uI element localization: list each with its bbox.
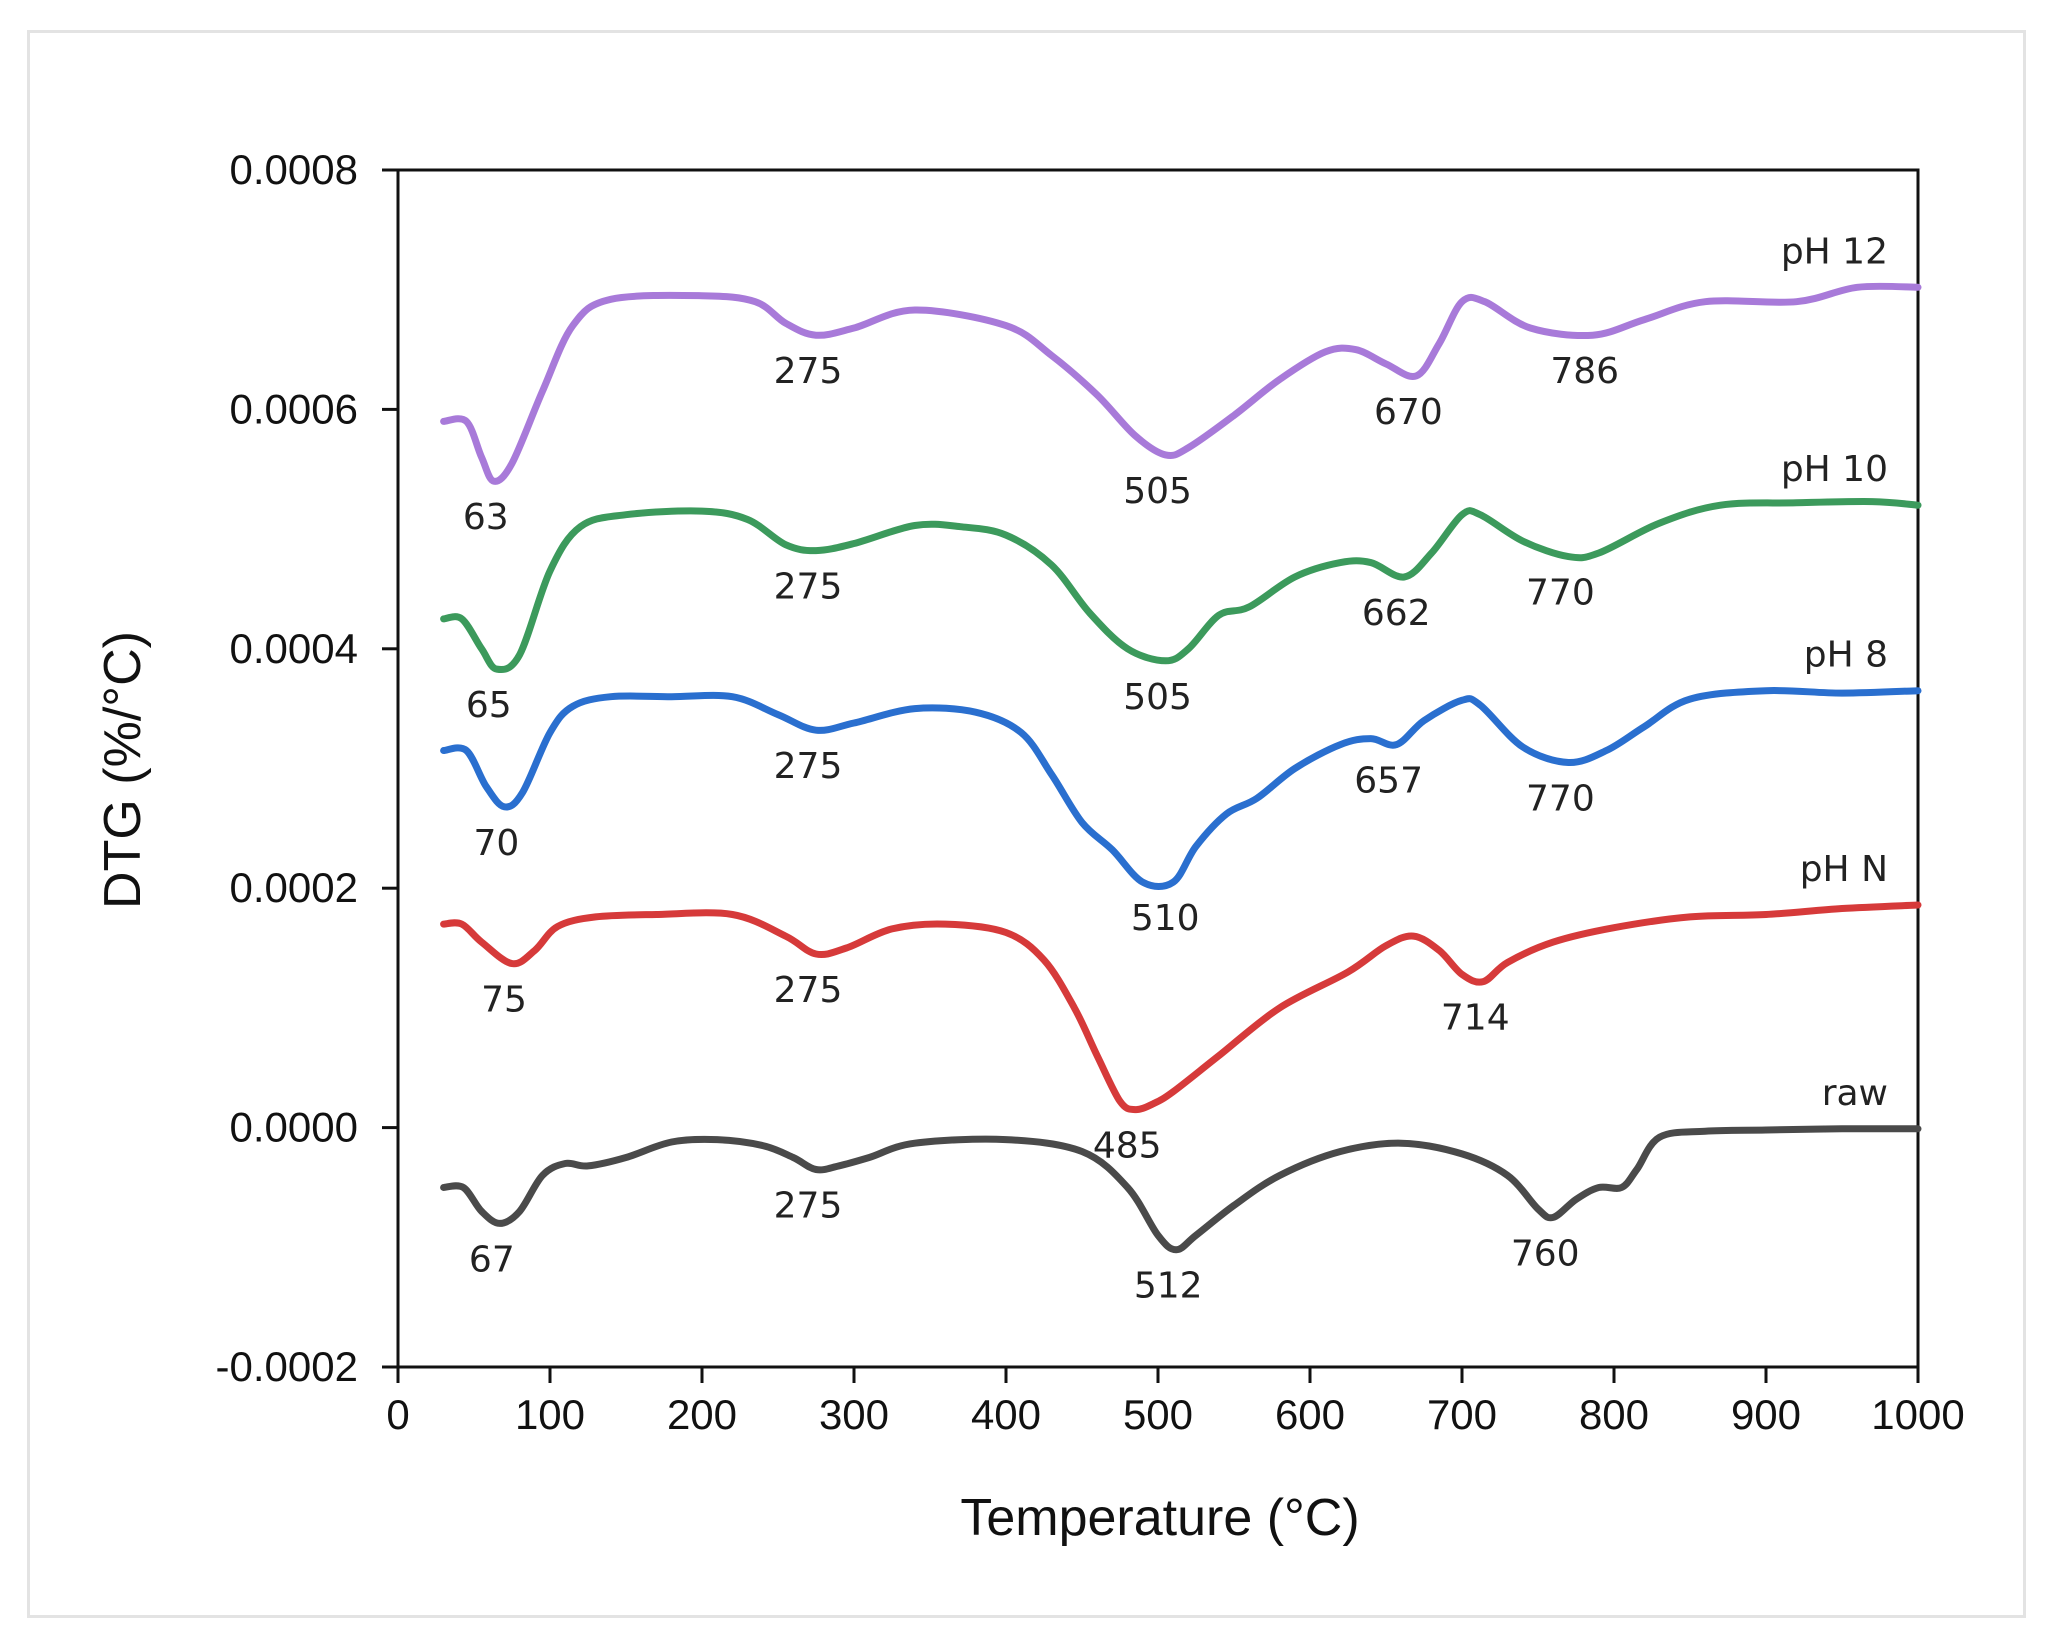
x-axis-ticks: 0 100 200 300 400 500 600 700 800 900 1000 [386, 1367, 1965, 1438]
peak-label-ph-8: 275 [774, 746, 843, 787]
peak-annotations: 67 275 512 760 75 275 485 714 70 275 510 657 770 65 27… [463, 351, 1619, 1307]
peak-label-ph-n: 75 [481, 980, 527, 1021]
peak-label-ph-8: 770 [1526, 779, 1595, 820]
series-name-ph-12: pH 12 [1781, 231, 1888, 272]
peak-label-ph-8: 70 [473, 823, 519, 864]
peak-label-ph-8: 510 [1131, 898, 1200, 939]
x-tick-label: 100 [515, 1391, 585, 1438]
peak-label-ph-n: 275 [774, 970, 843, 1011]
peak-label-ph-12: 505 [1123, 471, 1192, 512]
series-line-ph-n [440, 901, 1922, 1114]
series-line-ph-10 [440, 498, 1922, 674]
x-tick-label: 200 [667, 1391, 737, 1438]
y-tick-label: 0.0002 [230, 864, 358, 911]
x-tick-label: 900 [1731, 1391, 1801, 1438]
x-tick-label: 400 [971, 1391, 1041, 1438]
series-labels: raw pH N pH 8 pH 10 pH 12 [1781, 231, 1888, 1113]
series-line-ph-8 [440, 687, 1922, 890]
peak-label-ph-10: 505 [1123, 677, 1192, 718]
peak-label-ph-12: 275 [774, 351, 843, 392]
plot-border [396, 168, 1920, 1369]
peak-label-ph-n: 714 [1441, 998, 1510, 1039]
y-tick-label: 0.0000 [230, 1104, 358, 1151]
peak-label-ph-10: 662 [1362, 593, 1431, 634]
x-tick-label: 800 [1579, 1391, 1649, 1438]
peak-label-raw: 275 [774, 1185, 843, 1226]
y-tick-label: 0.0004 [230, 625, 358, 672]
peak-label-ph-12: 670 [1374, 392, 1443, 433]
x-tick-label: 0 [386, 1391, 409, 1438]
series-line-raw [440, 1125, 1922, 1254]
series-name-ph-10: pH 10 [1781, 449, 1888, 490]
peak-label-raw: 67 [469, 1239, 515, 1280]
peak-label-ph-8: 657 [1354, 761, 1423, 802]
figure-frame [27, 30, 2026, 1618]
y-axis-title: DTG (%/°C) [94, 631, 152, 909]
peak-label-ph-10: 770 [1526, 573, 1595, 614]
y-tick-label: 0.0008 [230, 146, 358, 193]
plot-axes [396, 168, 1920, 1369]
peak-label-raw: 512 [1134, 1266, 1203, 1307]
peak-label-ph-12: 786 [1550, 351, 1619, 392]
series-line-ph-12 [440, 282, 1922, 485]
y-axis-ticks: -0.0002 0.0000 0.0002 0.0004 0.0006 0.0008 [216, 146, 398, 1390]
x-tick-label: 300 [819, 1391, 889, 1438]
y-tick-label: -0.0002 [216, 1343, 358, 1390]
series-name-ph-8: pH 8 [1804, 635, 1888, 676]
series-lines [440, 282, 1922, 1254]
y-tick-label: 0.0006 [230, 385, 358, 432]
peak-label-raw: 760 [1511, 1233, 1580, 1274]
peak-label-ph-n: 485 [1093, 1126, 1162, 1167]
x-tick-label: 700 [1427, 1391, 1497, 1438]
x-axis-title: Temperature (°C) [960, 1489, 1359, 1547]
series-name-raw: raw [1822, 1073, 1888, 1114]
x-tick-label: 600 [1275, 1391, 1345, 1438]
peak-label-ph-10: 65 [466, 685, 512, 726]
peak-label-ph-10: 275 [774, 567, 843, 608]
x-tick-label: 1000 [1871, 1391, 1964, 1438]
x-tick-label: 500 [1123, 1391, 1193, 1438]
peak-label-ph-12: 63 [463, 497, 509, 538]
series-name-ph-n: pH N [1800, 849, 1888, 890]
